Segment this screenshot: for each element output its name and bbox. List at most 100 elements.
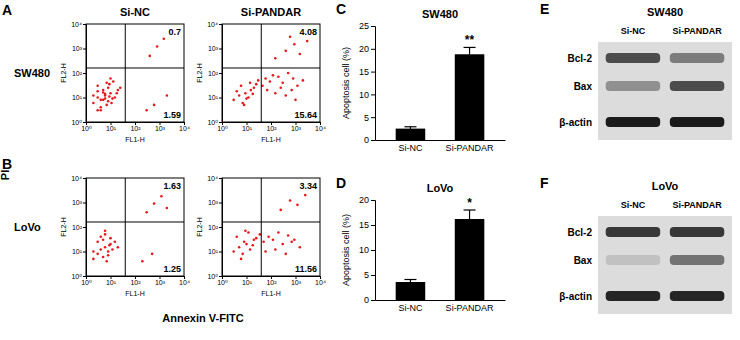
tick: 10⁴ bbox=[71, 21, 86, 28]
plot-area bbox=[86, 178, 184, 276]
scatter-panel: 10⁰10¹10²10³10⁴10⁰10¹10²10³10⁴FL1-HFL2-H… bbox=[196, 175, 326, 297]
tick: Si-NC bbox=[398, 140, 422, 153]
point bbox=[279, 86, 282, 89]
blot-panel: FLoVoSi-NCSi-PANDARBcl-2Baxβ-actin bbox=[540, 175, 732, 314]
axis-line bbox=[83, 179, 87, 277]
tick: 10⁰ bbox=[81, 276, 92, 286]
point bbox=[99, 106, 102, 109]
significance: * bbox=[467, 196, 472, 210]
point bbox=[290, 240, 293, 243]
tick-mark bbox=[219, 276, 222, 277]
tick-mark bbox=[83, 227, 86, 228]
tick-label: 10² bbox=[130, 279, 141, 286]
point bbox=[241, 253, 244, 256]
tick-label: 10³ bbox=[208, 45, 219, 52]
band bbox=[606, 227, 660, 237]
point bbox=[153, 202, 156, 205]
tick: 15 bbox=[359, 67, 375, 77]
point bbox=[245, 243, 248, 246]
point bbox=[110, 102, 113, 105]
tick-label: 10¹ bbox=[72, 94, 83, 101]
tick-label: 20 bbox=[359, 44, 369, 54]
tick: 10³ bbox=[208, 199, 222, 206]
tick-mark bbox=[83, 73, 86, 74]
panel-label: D bbox=[336, 175, 346, 191]
point bbox=[251, 244, 254, 247]
band bbox=[670, 291, 724, 301]
blot-title: SW480 bbox=[647, 6, 683, 18]
point bbox=[114, 96, 117, 99]
point bbox=[105, 104, 108, 107]
tick-mark bbox=[219, 122, 222, 123]
point bbox=[272, 74, 275, 77]
panel-label: B bbox=[2, 156, 12, 172]
point bbox=[235, 235, 238, 238]
point bbox=[109, 92, 112, 95]
point bbox=[277, 75, 280, 78]
tick-label: 10³ bbox=[291, 279, 302, 286]
axis: 10⁰10¹10²10³10⁴ bbox=[81, 276, 190, 286]
tick-label: 10¹ bbox=[242, 125, 253, 132]
column-label: Si-PANDAR bbox=[241, 6, 301, 18]
point bbox=[267, 235, 270, 238]
tick-label: 10⁴ bbox=[207, 21, 218, 28]
point bbox=[249, 248, 252, 251]
point bbox=[102, 256, 105, 259]
tick: 10⁰ bbox=[207, 119, 222, 126]
tick-label: 10⁴ bbox=[71, 175, 82, 182]
point bbox=[107, 86, 110, 89]
panel-label: A bbox=[2, 2, 12, 18]
plot-frame bbox=[222, 178, 320, 276]
point bbox=[274, 57, 277, 60]
tick-mark bbox=[219, 49, 222, 50]
quadrant-value: 1.59 bbox=[163, 110, 181, 120]
lane-label: Si-PANDAR bbox=[672, 26, 722, 36]
tick-mark bbox=[371, 200, 375, 201]
tick-mark bbox=[219, 24, 222, 25]
point bbox=[92, 258, 95, 261]
point bbox=[156, 45, 159, 48]
tick: 10³ bbox=[291, 276, 302, 286]
point bbox=[153, 104, 156, 107]
tick-label: 10³ bbox=[72, 45, 83, 52]
plot-area bbox=[222, 24, 320, 122]
tick: 20 bbox=[359, 44, 375, 54]
point bbox=[240, 85, 243, 88]
axis: 10⁰10¹10²10³10⁴ bbox=[217, 276, 326, 286]
point bbox=[293, 43, 296, 46]
point bbox=[111, 248, 114, 251]
chart-title: SW480 bbox=[422, 8, 458, 20]
scatter-panel: 10⁰10¹10²10³10⁴10⁰10¹10²10³10⁴FL1-HFL2-H… bbox=[60, 21, 190, 143]
axis-line bbox=[371, 27, 376, 141]
gate-line bbox=[222, 67, 320, 68]
tick: 20 bbox=[359, 195, 375, 205]
point bbox=[266, 89, 269, 92]
point bbox=[99, 248, 102, 251]
tick: 15 bbox=[359, 220, 375, 230]
tick-mark bbox=[83, 252, 86, 253]
axis-title: FL2-H bbox=[60, 217, 67, 236]
gate-line bbox=[261, 24, 262, 122]
point bbox=[294, 99, 297, 102]
point bbox=[251, 93, 254, 96]
tick: 10⁴ bbox=[179, 276, 190, 286]
tick-label: 15 bbox=[359, 67, 369, 77]
point bbox=[302, 79, 305, 82]
bar bbox=[396, 129, 426, 140]
blot-panel: ESW480Si-NCSi-PANDARBcl-2Baxβ-actin bbox=[540, 1, 732, 140]
point bbox=[296, 204, 299, 207]
tick-label: 10² bbox=[72, 224, 83, 231]
tick: 10² bbox=[130, 276, 141, 286]
point bbox=[243, 240, 246, 243]
tick-label: 10² bbox=[208, 224, 219, 231]
panel-label: C bbox=[336, 1, 346, 17]
point bbox=[96, 109, 99, 112]
point bbox=[277, 231, 280, 234]
chart-title: LoVo bbox=[427, 182, 454, 194]
point bbox=[96, 90, 99, 93]
plot-area bbox=[396, 210, 485, 300]
quadrant-value: 15.64 bbox=[294, 110, 317, 120]
point bbox=[238, 94, 241, 97]
point bbox=[281, 81, 284, 84]
tick: 10⁰ bbox=[71, 119, 86, 126]
